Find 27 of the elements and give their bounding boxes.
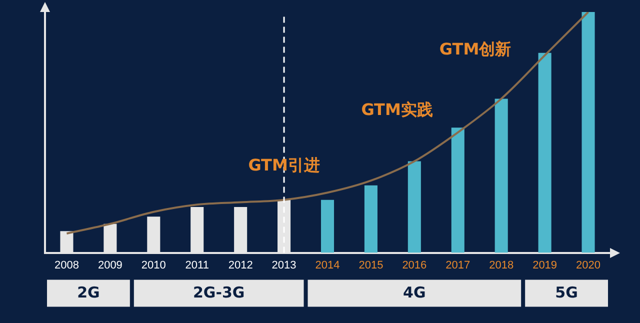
x-tick-label: 2015 bbox=[358, 259, 384, 272]
annotation: GTM实践 bbox=[361, 100, 433, 119]
x-tick-label: 2019 bbox=[532, 259, 558, 272]
x-tick-label: 2012 bbox=[228, 259, 253, 272]
x-tick-label: 2020 bbox=[576, 259, 601, 272]
x-tick-label: 2009 bbox=[98, 259, 122, 272]
x-tick-label: 2016 bbox=[402, 259, 427, 272]
text: 4G bbox=[403, 284, 426, 302]
x-tick-label: 2018 bbox=[489, 259, 514, 272]
annotation: GTM创新 bbox=[439, 40, 512, 59]
text: 2G bbox=[77, 284, 100, 302]
x-tick-label: 2017 bbox=[446, 259, 470, 272]
bar bbox=[451, 128, 464, 253]
bar bbox=[320, 200, 334, 253]
bar bbox=[582, 12, 595, 253]
bar bbox=[538, 52, 552, 253]
text: 5G bbox=[555, 284, 578, 302]
x-tick-label: 2013 bbox=[272, 259, 296, 272]
text: 2G-3G bbox=[192, 284, 245, 302]
bar bbox=[494, 98, 508, 253]
x-tick-label: 2014 bbox=[315, 259, 340, 272]
bar bbox=[408, 161, 421, 253]
x-tick-label: 2011 bbox=[185, 259, 209, 272]
x-tick-label: 2008 bbox=[54, 259, 79, 272]
x-tick-label: 2010 bbox=[141, 259, 166, 272]
annotation: GTM引进 bbox=[248, 155, 320, 174]
bar bbox=[364, 185, 378, 253]
